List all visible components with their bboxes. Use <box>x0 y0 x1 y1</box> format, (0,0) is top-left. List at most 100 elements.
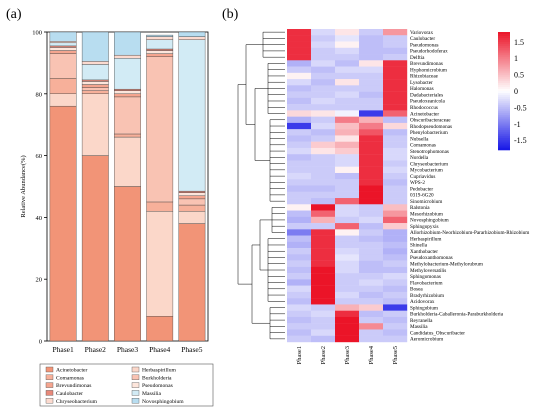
legend-swatch-Chryseobacterium <box>45 398 54 404</box>
cell-Rhizobiaceae-Phase4 <box>359 72 384 80</box>
col-label-2: Phase3 <box>344 346 351 364</box>
colorbar-step <box>498 130 510 133</box>
bar-Phase2-Herbaspirillum <box>81 93 109 156</box>
cell-Acidovorax-Phase2 <box>311 298 336 305</box>
cell-Phenylobacterium-Phase5 <box>383 129 408 136</box>
colorbar-step <box>498 102 510 106</box>
legend-label-Burkholderia: Burkholderia <box>142 375 172 381</box>
cell-0319-6G20-Phase5 <box>383 191 408 199</box>
bar-Phase4-Brevundimonas <box>146 53 174 57</box>
row-label-27: Sinomicrobium <box>410 199 442 205</box>
cell-Comamonas-Phase5 <box>383 141 408 149</box>
colorbar-step <box>498 67 510 70</box>
cell-Bradyrhizobium-Phase2 <box>311 291 336 299</box>
cell-Chryseobacterium-Phase1 <box>287 160 312 167</box>
bar-Phase2-Burkholderia <box>81 87 109 91</box>
cell-Ralstonia-Phase5 <box>383 204 408 211</box>
cell-Xanthobacter-Phase1 <box>287 248 312 255</box>
legend-swatch-Pseudomonas <box>131 382 140 388</box>
cell-Cupriavidus-Phase4 <box>359 172 384 180</box>
cell-Methyloversatilis-Phase5 <box>383 266 408 274</box>
colorbar-step <box>498 35 510 39</box>
bar-Phase3-Acinetobacter <box>114 186 141 342</box>
colorbar-step <box>498 134 510 137</box>
bar-Phase3-Chryseobacterium <box>114 54 141 59</box>
cell-Dadabacteriales-Phase2 <box>311 91 336 99</box>
row-label-35: Xanthobacter <box>410 249 438 255</box>
cell-Mycobacterium-Phase2 <box>311 166 336 174</box>
colorbar-step <box>498 43 510 47</box>
colorbar-step <box>498 39 510 43</box>
bar-Phase4-Massilia <box>146 39 174 50</box>
cell-Herbaspirillum-Phase5 <box>383 235 408 243</box>
heatmap-chart: VariovoraxCaulobacterPseudomonasPseudorh… <box>287 29 529 364</box>
cell-Bosea-Phase1 <box>287 285 312 293</box>
cell-WPS-2-Phase1 <box>287 179 312 186</box>
cell-Rhizobiaceae-Phase1 <box>287 72 312 80</box>
cell-Stenotrophomonas-Phase2 <box>311 147 336 155</box>
colorbar-step <box>498 71 510 74</box>
cell-Nubsella-Phase4 <box>359 135 384 142</box>
cell-Mesorhizobium-Phase2 <box>311 210 336 217</box>
row-label-29: Mesorhizobium <box>410 211 443 217</box>
cell-Herbaspirillum-Phase1 <box>287 235 312 243</box>
cell-Methyloversatilis-Phase4 <box>359 266 384 274</box>
cell-Rhodococcus-Phase5 <box>383 104 408 111</box>
row-label-30: Novosphingobium <box>410 218 449 224</box>
cell-Halomonas-Phase5 <box>383 85 408 92</box>
cell-Phenylobacterium-Phase2 <box>311 129 336 136</box>
row-label-0: Variovorax <box>410 30 433 36</box>
colorbar-step <box>498 94 510 98</box>
cell-Pseudoxanthomonas-Phase4 <box>359 254 384 261</box>
colorbar-step <box>498 45 510 49</box>
panel-b-label: (b) <box>222 7 239 22</box>
cell-Sphingomonas-Phase5 <box>383 273 408 280</box>
legend-label-Caulobacter: Caulobacter <box>56 391 83 397</box>
row-label-41: Bosea <box>410 287 423 293</box>
row-label-37: Methylobacterium-Methylorubrum <box>410 262 483 268</box>
cell-Halomonas-Phase3 <box>335 85 360 92</box>
cell-Delftia-Phase4 <box>359 54 384 61</box>
cell-Flavobacterium-Phase3 <box>335 279 360 286</box>
cell-Mycobacterium-Phase3 <box>335 166 360 174</box>
colorbar-label-4: -0.5 <box>514 103 527 112</box>
cell-Bosea-Phase5 <box>383 285 408 293</box>
row-label-23: Cupriavidus <box>410 174 435 180</box>
bar-Phase2-Massilia <box>81 64 109 81</box>
row-label-42: Bradyrhizobium <box>410 293 444 299</box>
cell-Bosea-Phase4 <box>359 285 384 293</box>
colorbar-step <box>498 96 510 100</box>
cell-Mesorhizobium-Phase1 <box>287 210 312 217</box>
cell-Chryseobacterium-Phase3 <box>335 160 360 167</box>
cell-Pseudoxeanicola-Phase1 <box>287 97 312 105</box>
row-label-36: Pseudoxanthomonas <box>410 255 453 261</box>
row-label-2: Pseudomonas <box>410 42 439 48</box>
colorbar-step <box>498 112 510 115</box>
cell-Candidatus_Obscuribacter-Phase2 <box>311 329 336 336</box>
colorbar-step <box>498 148 510 151</box>
bar-Phase3-Brevundimonas <box>114 93 141 98</box>
colorbar-step <box>498 116 510 119</box>
cell-Shinella-Phase3 <box>335 241 360 249</box>
cell-Methylobacterium-Methylorubrum-Phase4 <box>359 260 384 268</box>
cell-Massilia-Phase1 <box>287 323 312 330</box>
row-label-5: Brevundimonas <box>410 61 443 67</box>
row-label-9: Halomonas <box>410 86 434 92</box>
cell-Delftia-Phase1 <box>287 54 312 61</box>
cell-Delftia-Phase3 <box>335 54 360 61</box>
cell-Reyranella-Phase5 <box>383 316 408 324</box>
cell-Methylobacterium-Methylorubrum-Phase1 <box>287 260 312 268</box>
colorbar-label-3: 0 <box>514 87 518 96</box>
cell-Bradyrhizobium-Phase1 <box>287 291 312 299</box>
colorbar-step <box>498 81 510 84</box>
cell-Nordella-Phase3 <box>335 154 360 161</box>
cell-Candidatus_Obscuribacter-Phase3 <box>335 329 360 336</box>
bar-Phase2-Pseudomonas <box>81 81 109 85</box>
cell-Caulobacter-Phase3 <box>335 35 360 42</box>
colorbar-step <box>498 106 510 109</box>
cell-Lysobacter-Phase3 <box>335 79 360 86</box>
bar-Phase2-Brevundimonas <box>81 84 109 88</box>
y-tick-label-4: 80 <box>36 91 43 98</box>
bar-Phase4-Caulobacter <box>146 48 174 51</box>
colorbar-step <box>498 132 510 135</box>
